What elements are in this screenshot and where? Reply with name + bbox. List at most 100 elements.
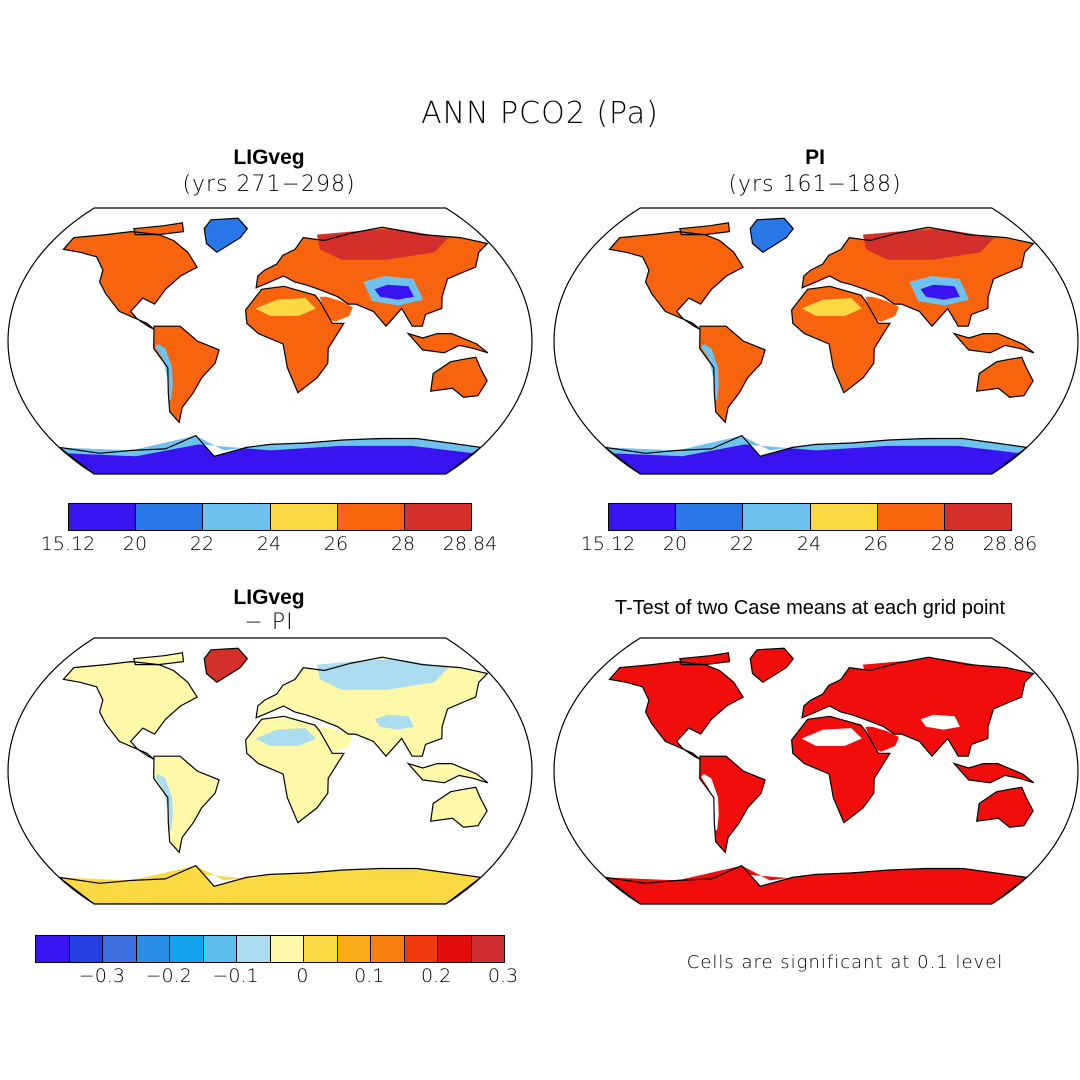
significance-note: Cells are significant at 0.1 level bbox=[686, 952, 1004, 973]
coastline-canadaArctic bbox=[133, 222, 185, 236]
panel-title-ttest: T-Test of two Case means at each grid po… bbox=[614, 597, 1006, 619]
region-north-eurasia bbox=[316, 658, 449, 690]
colorbar-pi bbox=[608, 503, 1012, 531]
coastline-southAmerica bbox=[153, 325, 220, 424]
colorbar-tick-label: 15.12 bbox=[40, 533, 96, 555]
colorbar-diff bbox=[35, 935, 505, 963]
land-seAsia bbox=[408, 333, 488, 353]
colorbar-swatch bbox=[609, 504, 677, 530]
colorbar-swatch bbox=[270, 936, 304, 962]
panel-subtitle-pi: (yrs 161−188) bbox=[728, 172, 902, 197]
colorbar-swatch bbox=[404, 936, 438, 962]
region-north-eurasia bbox=[316, 228, 449, 260]
coastline-northAmerica bbox=[608, 230, 744, 330]
land-seAsia bbox=[408, 763, 488, 783]
region-sahara bbox=[255, 728, 316, 746]
coastline-antarctica bbox=[604, 434, 1029, 474]
region-north-eurasia bbox=[862, 658, 995, 690]
coastline-northAmerica bbox=[62, 230, 198, 330]
colorbar-tick-label: 24 bbox=[256, 533, 282, 555]
region-antarctica-edge bbox=[605, 435, 1027, 457]
colorbar-tick-label: −0.1 bbox=[212, 965, 259, 987]
land-layer bbox=[604, 647, 1035, 904]
colorbar-swatch bbox=[304, 936, 338, 962]
land-layer bbox=[58, 217, 489, 474]
coastline-australia bbox=[429, 786, 488, 828]
colorbar-tick-label: −0.2 bbox=[145, 965, 192, 987]
coastline-greenland bbox=[749, 217, 795, 254]
colorbar-swatch bbox=[404, 504, 472, 530]
colorbar-tick-label: 22 bbox=[189, 533, 215, 555]
colorbar-swatch bbox=[103, 936, 137, 962]
region-north-eurasia bbox=[862, 228, 995, 260]
coastline-southAmerica bbox=[153, 755, 220, 854]
land-greenland bbox=[204, 648, 248, 683]
land-layer bbox=[58, 647, 489, 904]
colorbar-tick-label: 20 bbox=[662, 533, 688, 555]
colorbar-swatch bbox=[944, 504, 1012, 530]
region-tibet bbox=[920, 714, 960, 730]
colorbar-swatch bbox=[69, 504, 137, 530]
coastline-antarctica bbox=[58, 864, 483, 904]
map-frame bbox=[553, 637, 1079, 905]
region-sahara bbox=[801, 728, 862, 746]
panel-title-diff: LIGveg bbox=[233, 586, 305, 609]
colorbar-swatch bbox=[810, 504, 878, 530]
coastline-southAmerica bbox=[699, 755, 766, 854]
map-frame bbox=[553, 207, 1079, 475]
map-ligveg bbox=[7, 207, 533, 475]
land-canadaArctic bbox=[679, 652, 730, 665]
land-greenland bbox=[204, 218, 248, 253]
colorbar-swatch bbox=[676, 504, 744, 530]
colorbar-tick-label: 28.84 bbox=[442, 533, 498, 555]
coastline-europeAsia bbox=[801, 226, 1035, 328]
land-northAmerica bbox=[609, 231, 744, 330]
colorbar-swatch bbox=[438, 936, 472, 962]
land-canadaArctic bbox=[679, 222, 730, 235]
land-australia bbox=[430, 357, 488, 398]
region-tibet bbox=[374, 284, 414, 300]
colorbar-tick-label: 28 bbox=[390, 533, 416, 555]
panel-title-pi: PI bbox=[805, 146, 825, 169]
coastline-australia bbox=[975, 356, 1034, 398]
coastline-africa bbox=[790, 715, 891, 824]
coastline-seAsia bbox=[952, 762, 1035, 784]
panel-subtitle-ligveg: (yrs 271−298) bbox=[182, 172, 356, 197]
coastline-canadaArctic bbox=[133, 652, 185, 666]
land-northAmerica bbox=[609, 661, 744, 760]
colorbar-tick-label: 15.12 bbox=[580, 533, 636, 555]
land-canadaArctic bbox=[133, 222, 184, 235]
coastline-europeAsia bbox=[255, 656, 489, 758]
figure-title: ANN PCO2 (Pa) bbox=[421, 96, 659, 131]
colorbar-swatch bbox=[136, 936, 170, 962]
region-sahara bbox=[255, 298, 316, 316]
colorbar-ligveg bbox=[68, 503, 472, 531]
colorbar-tick-label: 24 bbox=[796, 533, 822, 555]
colorbar-swatch bbox=[203, 936, 237, 962]
map-frame bbox=[7, 637, 533, 905]
land-australia bbox=[976, 787, 1034, 828]
coastline-australia bbox=[975, 786, 1034, 828]
colorbar-swatch bbox=[136, 504, 204, 530]
coastline-greenland bbox=[203, 647, 249, 684]
map-ttest bbox=[553, 637, 1079, 905]
map-diff bbox=[7, 637, 533, 905]
colorbar-tick-label: 0.1 bbox=[354, 965, 385, 987]
coastline-canadaArctic bbox=[679, 652, 731, 666]
colorbar-swatch bbox=[237, 936, 271, 962]
coastline-seAsia bbox=[952, 332, 1035, 354]
region-tibet bbox=[920, 284, 960, 300]
coastline-canadaArctic bbox=[679, 222, 731, 236]
colorbar-tick-label: 28.86 bbox=[982, 533, 1038, 555]
colorbar-tick-label: 0.2 bbox=[421, 965, 452, 987]
coastline-northAmerica bbox=[62, 660, 198, 760]
coastline-greenland bbox=[203, 217, 249, 254]
colorbar-tick-label: 26 bbox=[863, 533, 889, 555]
coastline-northAmerica bbox=[608, 660, 744, 760]
coastline-southAmerica bbox=[699, 325, 766, 424]
colorbar-swatch bbox=[371, 936, 405, 962]
map-pi bbox=[553, 207, 1079, 475]
map-frame bbox=[7, 207, 533, 475]
land-layer bbox=[604, 217, 1035, 474]
colorbar-tick-label: 20 bbox=[122, 533, 148, 555]
